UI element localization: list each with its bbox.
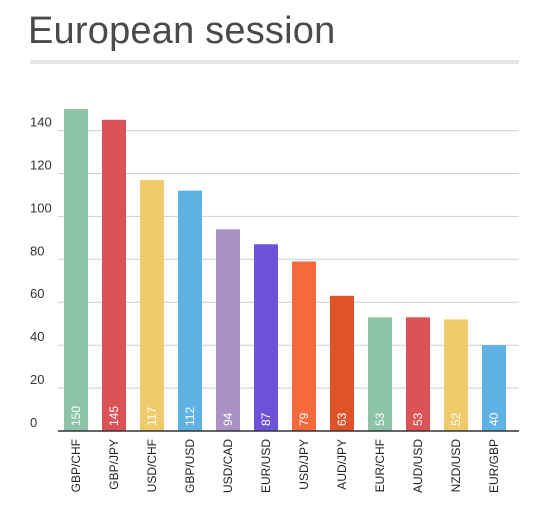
chart-title: European session <box>28 10 336 52</box>
y-tick-label: 60 <box>30 286 44 301</box>
y-tick-label: 120 <box>30 158 52 173</box>
x-tick-label: EUR/GBP <box>487 439 501 493</box>
data-label: 63 <box>335 412 349 426</box>
data-label: 117 <box>145 407 159 426</box>
x-tick-label: GBP/USD <box>183 439 197 493</box>
bar-usd-jpy <box>292 261 316 431</box>
x-tick-label: AUD/USD <box>411 439 425 493</box>
bar-aud-usd <box>406 317 430 431</box>
x-axis-ticks: GBP/CHF GBP/JPY USD/CHF GBP/USD USD/CAD EUR/U… <box>69 439 501 493</box>
bar-gbp-jpy <box>102 119 126 432</box>
x-tick-label: GBP/CHF <box>69 439 83 492</box>
x-tick-label: USD/CHF <box>145 439 159 492</box>
y-tick-label: 80 <box>30 243 44 258</box>
x-tick-label: AUD/JPY <box>335 439 349 490</box>
data-label: 53 <box>373 412 387 426</box>
x-tick-label: NZD/USD <box>449 439 463 493</box>
y-axis-ticks: 0 20 40 60 80 100 120 140 <box>30 115 52 430</box>
data-label: 94 <box>221 412 235 426</box>
x-tick-label: USD/JPY <box>297 439 311 490</box>
bar-nzd-usd <box>444 319 468 431</box>
data-label: 145 <box>107 406 121 426</box>
data-labels: 150 145 117 112 94 87 79 63 53 53 52 40 <box>69 406 501 426</box>
data-label: 40 <box>487 412 501 426</box>
bar-eur-chf <box>368 317 392 431</box>
y-tick-label: 140 <box>30 115 52 130</box>
bar-gbp-usd <box>178 190 202 431</box>
data-label: 112 <box>183 407 197 426</box>
bar-usd-chf <box>140 179 164 431</box>
y-tick-label: 100 <box>30 200 52 215</box>
data-label: 87 <box>259 412 273 426</box>
bar-aud-jpy <box>330 295 354 431</box>
data-label: 150 <box>69 406 83 426</box>
bars <box>64 109 506 432</box>
x-tick-label: GBP/JPY <box>107 439 121 490</box>
bar-usd-cad <box>216 229 240 431</box>
y-tick-label: 40 <box>30 329 44 344</box>
data-label: 53 <box>411 412 425 426</box>
x-tick-label: USD/CAD <box>221 439 235 493</box>
title-divider <box>30 60 519 64</box>
y-tick-label: 20 <box>30 372 44 387</box>
bar-eur-usd <box>254 244 278 431</box>
y-tick-label: 0 <box>30 415 37 430</box>
x-tick-label: EUR/USD <box>259 439 273 493</box>
bar-eur-gbp <box>482 345 506 431</box>
x-tick-label: EUR/CHF <box>373 439 387 492</box>
bar-gbp-chf <box>64 109 88 431</box>
data-label: 52 <box>449 412 463 426</box>
grid-lines <box>58 130 519 389</box>
data-label: 79 <box>297 412 311 426</box>
